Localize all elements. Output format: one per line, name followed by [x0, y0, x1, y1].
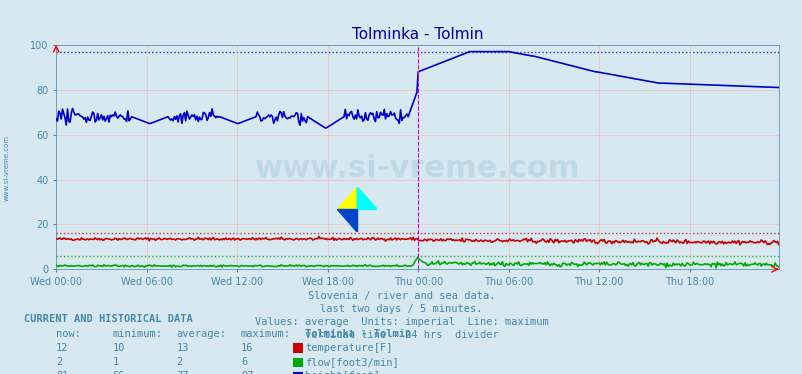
- Polygon shape: [337, 209, 357, 232]
- Polygon shape: [337, 187, 357, 209]
- Text: 13: 13: [176, 343, 189, 353]
- Text: 6: 6: [241, 357, 247, 367]
- Text: vertical line - 24 hrs  divider: vertical line - 24 hrs divider: [304, 331, 498, 340]
- Text: 2: 2: [56, 357, 63, 367]
- Text: 2: 2: [176, 357, 183, 367]
- Title: Tolminka - Tolmin: Tolminka - Tolmin: [351, 27, 483, 42]
- Text: 12: 12: [56, 343, 69, 353]
- Text: minimum:: minimum:: [112, 329, 162, 338]
- Text: 77: 77: [176, 371, 189, 374]
- Text: CURRENT AND HISTORICAL DATA: CURRENT AND HISTORICAL DATA: [24, 314, 192, 324]
- Text: 97: 97: [241, 371, 253, 374]
- Text: www.si-vreme.com: www.si-vreme.com: [4, 135, 10, 201]
- Text: Slovenia / river and sea data.: Slovenia / river and sea data.: [307, 291, 495, 301]
- Text: www.si-vreme.com: www.si-vreme.com: [254, 154, 580, 183]
- Text: Values: average  Units: imperial  Line: maximum: Values: average Units: imperial Line: ma…: [254, 318, 548, 327]
- Text: 66: 66: [112, 371, 125, 374]
- Polygon shape: [357, 187, 377, 209]
- Text: flow[foot3/min]: flow[foot3/min]: [305, 357, 399, 367]
- Text: 10: 10: [112, 343, 125, 353]
- Text: now:: now:: [56, 329, 81, 338]
- Text: temperature[F]: temperature[F]: [305, 343, 392, 353]
- Text: 16: 16: [241, 343, 253, 353]
- Text: last two days / 5 minutes.: last two days / 5 minutes.: [320, 304, 482, 314]
- Text: 81: 81: [56, 371, 69, 374]
- Text: Tolminka - Tolmin: Tolminka - Tolmin: [305, 329, 411, 338]
- Text: 1: 1: [112, 357, 119, 367]
- Text: maximum:: maximum:: [241, 329, 290, 338]
- Text: height[foot]: height[foot]: [305, 371, 379, 374]
- Text: average:: average:: [176, 329, 226, 338]
